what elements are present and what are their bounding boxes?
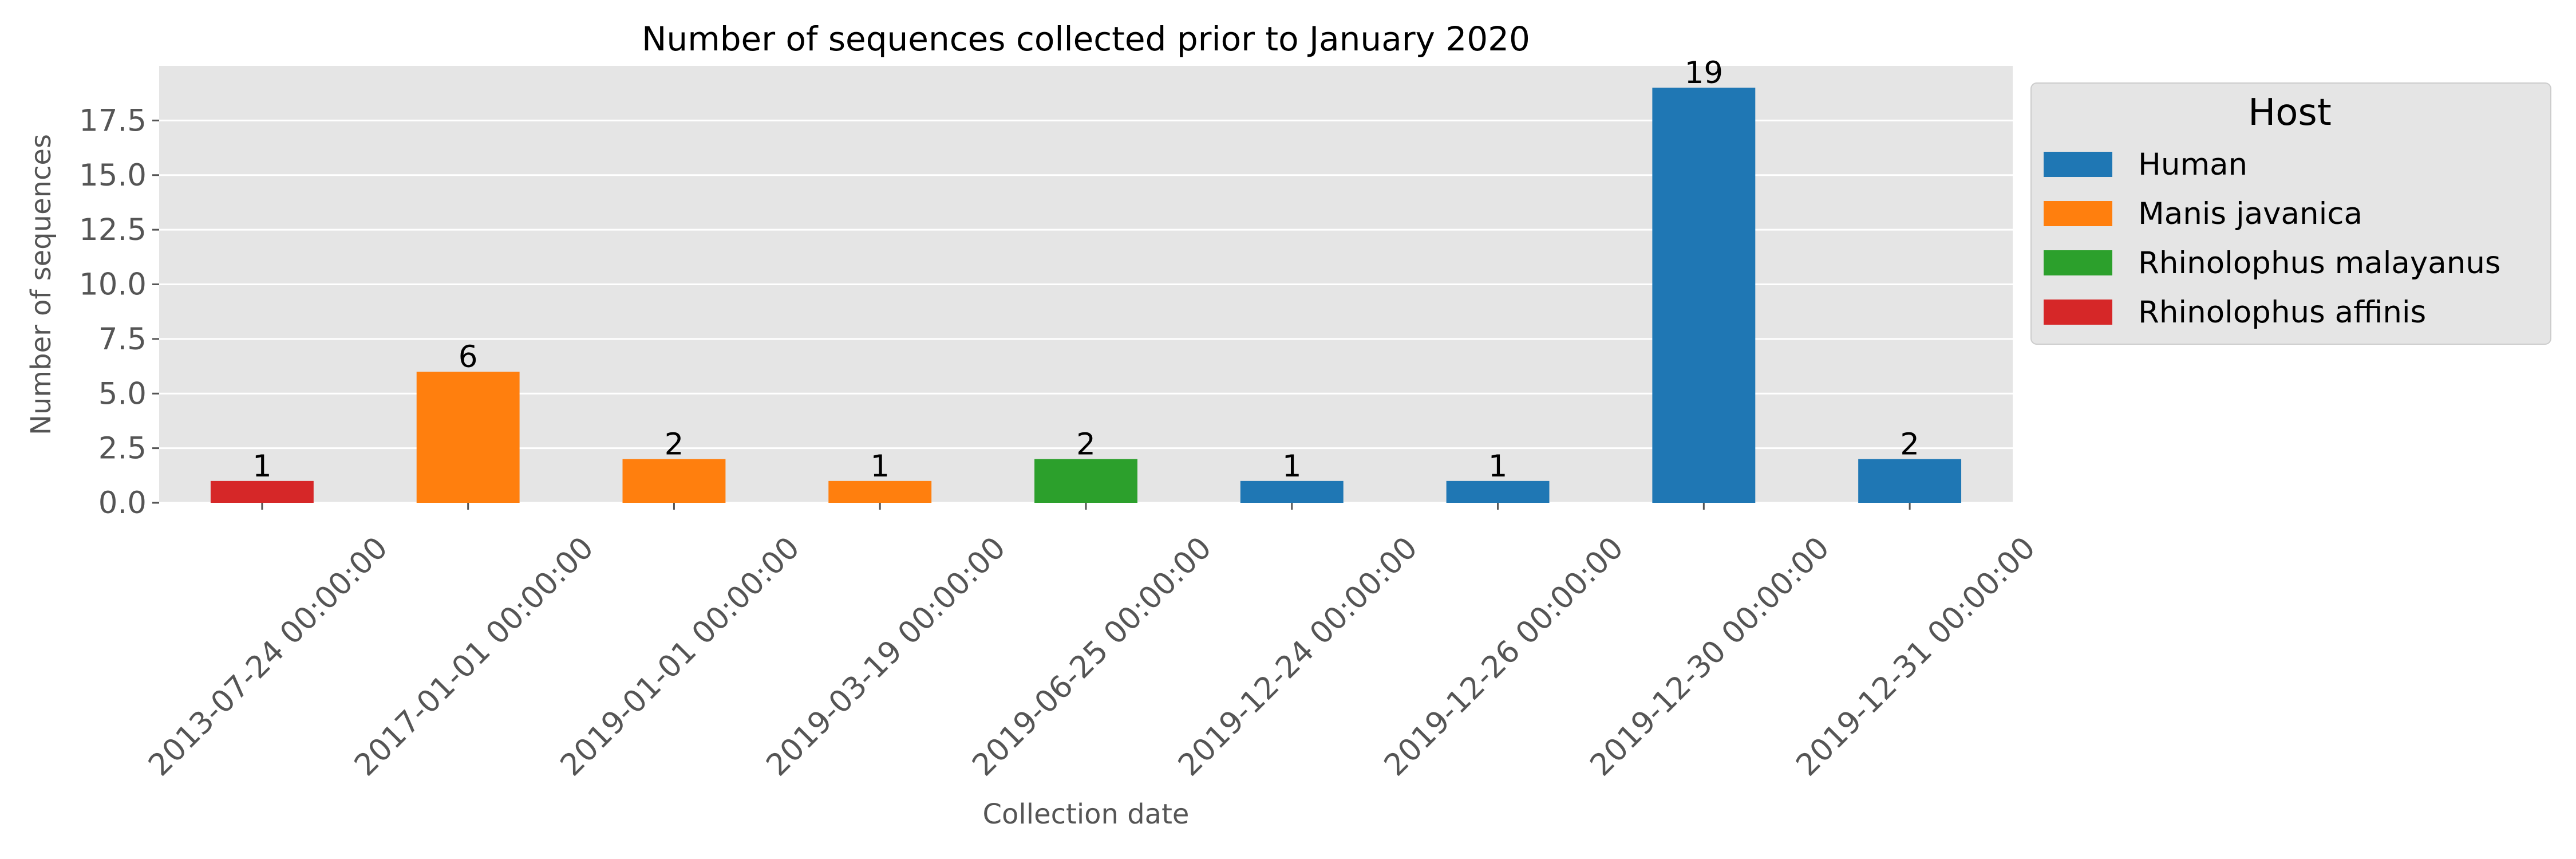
legend-swatch bbox=[2044, 152, 2112, 177]
legend-entry-label: Rhinolophus affinis bbox=[2138, 295, 2426, 330]
legend-entry-label: Human bbox=[2138, 147, 2247, 182]
bar-value-label: 1 bbox=[1488, 449, 1508, 484]
y-tick-label: 5.0 bbox=[98, 376, 147, 411]
x-tick-label: 2019-12-24 00:00:00 bbox=[1172, 530, 1424, 783]
legend-entry-label: Rhinolophus malayanus bbox=[2138, 246, 2501, 281]
y-tick-label: 12.5 bbox=[79, 212, 147, 247]
y-tick-label: 17.5 bbox=[79, 103, 147, 138]
bar-value-label: 2 bbox=[1076, 427, 1096, 462]
bar bbox=[1446, 480, 1550, 503]
x-tick-label: 2013-07-24 00:00:00 bbox=[142, 530, 394, 783]
y-tick-label: 10.0 bbox=[79, 267, 147, 302]
x-axis-label: Collection date bbox=[983, 798, 1190, 830]
bar-value-label: 1 bbox=[252, 449, 272, 484]
legend: Host Human Manis javanica Rhinolophus mala… bbox=[2030, 82, 2551, 345]
legend-swatch bbox=[2044, 250, 2112, 275]
y-axis-label: Number of sequences bbox=[25, 134, 57, 435]
legend-box bbox=[2030, 82, 2551, 345]
x-tick-label: 2019-06-25 00:00:00 bbox=[966, 530, 1218, 783]
bar-value-label: 2 bbox=[665, 427, 684, 462]
bar-value-label: 6 bbox=[459, 340, 478, 375]
y-tick-label: 0.0 bbox=[98, 486, 147, 521]
bar bbox=[1034, 459, 1137, 503]
bar bbox=[416, 372, 520, 503]
bar-value-label: 1 bbox=[1282, 449, 1302, 484]
x-tick-label: 2019-03-19 00:00:00 bbox=[760, 530, 1012, 783]
legend-title: Host bbox=[2248, 92, 2332, 134]
bar bbox=[828, 480, 932, 503]
x-tick-label: 2019-12-30 00:00:00 bbox=[1583, 530, 1836, 783]
bar bbox=[1240, 480, 1344, 503]
chart-title: Number of sequences collected prior to J… bbox=[642, 19, 1530, 58]
legend-swatch bbox=[2044, 201, 2112, 226]
bar bbox=[1652, 88, 1756, 503]
bar bbox=[1858, 459, 1962, 503]
bar-value-label: 1 bbox=[870, 449, 890, 484]
y-tick-label: 2.5 bbox=[98, 431, 147, 466]
y-tick-label: 7.5 bbox=[98, 322, 147, 357]
bar bbox=[210, 480, 314, 503]
bar-labels: 1 6 2 1 2 1 1 19 2 bbox=[252, 56, 1919, 484]
bar-value-label: 2 bbox=[1900, 427, 1919, 462]
legend-entry-label: Manis javanica bbox=[2138, 196, 2362, 231]
x-tick-label: 2017-01-01 00:00:00 bbox=[348, 530, 600, 783]
bar bbox=[622, 459, 726, 503]
y-axis-ticks: 0.0 2.5 5.0 7.5 10.0 12.5 15.0 17.5 bbox=[79, 103, 159, 521]
x-tick-label: 2019-12-31 00:00:00 bbox=[1789, 530, 2042, 783]
legend-swatch bbox=[2044, 300, 2112, 325]
y-tick-label: 15.0 bbox=[79, 158, 147, 193]
legend-entries: Human Manis javanica Rhinolophus malayanus… bbox=[2044, 147, 2501, 330]
bars bbox=[210, 88, 1962, 503]
bar-value-label: 19 bbox=[1685, 56, 1723, 90]
x-tick-label: 2019-12-26 00:00:00 bbox=[1378, 530, 1630, 783]
x-tick-label: 2019-01-01 00:00:00 bbox=[554, 530, 806, 783]
